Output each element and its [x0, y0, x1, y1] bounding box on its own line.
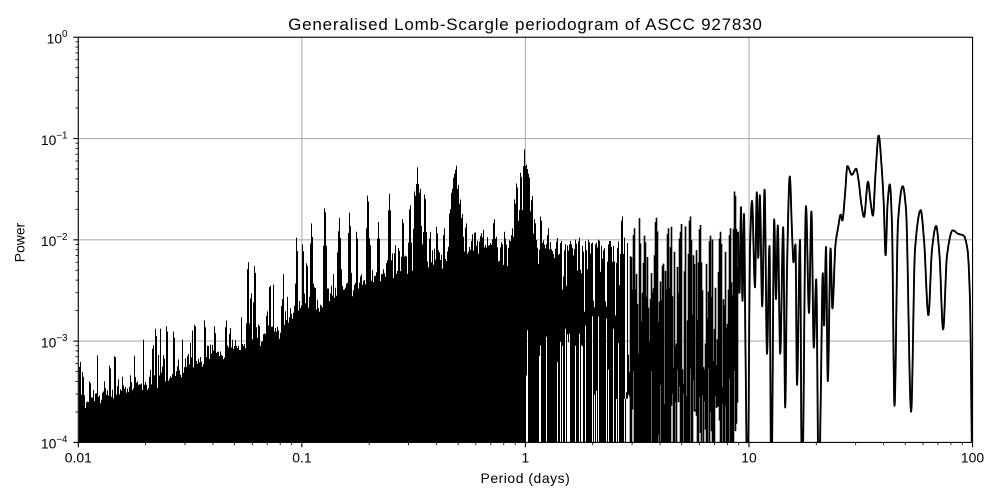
- svg-text:Generalised Lomb-Scargle perio: Generalised Lomb-Scargle periodogram of …: [288, 15, 763, 34]
- svg-text:1: 1: [522, 450, 530, 466]
- svg-text:10: 10: [741, 450, 757, 466]
- svg-text:Period (days): Period (days): [481, 470, 571, 486]
- svg-text:0.1: 0.1: [292, 450, 312, 466]
- svg-text:0.01: 0.01: [65, 450, 92, 466]
- svg-text:100: 100: [961, 450, 984, 466]
- svg-text:Power: Power: [12, 222, 28, 262]
